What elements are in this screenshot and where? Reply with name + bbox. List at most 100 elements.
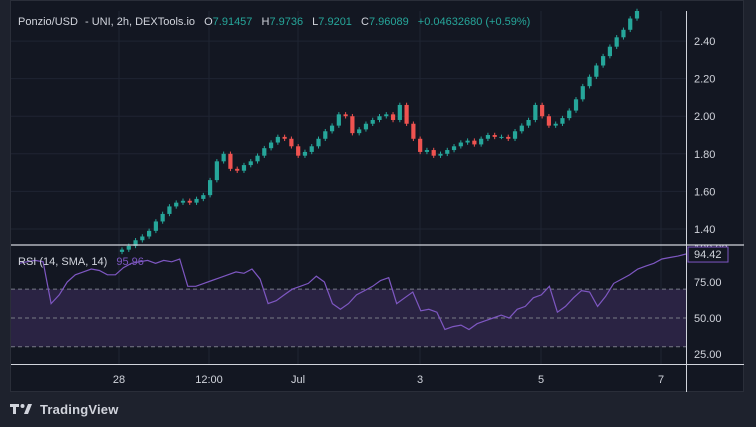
candle-body [323, 131, 328, 139]
candle-body [255, 155, 260, 162]
candle-body [390, 114, 396, 120]
candle [479, 136, 484, 147]
candle [601, 53, 606, 68]
candle-body [268, 142, 274, 149]
candle-body [201, 195, 206, 199]
candle-body [126, 245, 131, 250]
candle-body [540, 104, 545, 117]
candle [180, 198, 186, 205]
candle-body [363, 123, 369, 130]
candle [384, 112, 389, 119]
candle [268, 140, 274, 151]
high-value: 7.9736 [269, 16, 303, 28]
candle-body [180, 200, 186, 203]
candle-body [553, 123, 558, 126]
candle-body [140, 236, 145, 241]
candle-body [567, 110, 572, 119]
price-tick-label: 1.80 [694, 149, 715, 161]
price-tick-label: 1.40 [694, 224, 715, 236]
candle [472, 138, 477, 147]
candle-body [404, 104, 409, 124]
candle-body [262, 148, 267, 156]
candle-body [573, 99, 579, 111]
candle [194, 196, 199, 205]
candle [255, 153, 260, 164]
candle-body [485, 135, 491, 139]
candle [553, 121, 558, 128]
candle-body [526, 119, 531, 126]
rsi-band [11, 288, 686, 348]
candle [411, 121, 416, 142]
rsi-header-value: 95.96 [116, 256, 144, 268]
candle-body [533, 104, 538, 120]
candle-body [465, 140, 470, 143]
candle [235, 166, 240, 173]
rsi-tick-label: 50.00 [694, 313, 722, 325]
candle-body [384, 114, 389, 117]
candle-body [587, 76, 592, 87]
time-tick-label: 12:00 [195, 374, 223, 386]
candle-body [458, 142, 463, 147]
candle [533, 102, 538, 123]
price-tick-label: 1.60 [694, 186, 715, 198]
candle [594, 63, 599, 80]
candle [147, 228, 152, 239]
time-tick-label: 28 [113, 374, 125, 386]
candle-body [296, 146, 301, 156]
candle-body [594, 65, 599, 77]
tradingview-logo-icon [10, 404, 32, 414]
candle-body [546, 116, 552, 126]
close-value: 7.96089 [369, 16, 409, 28]
candle [228, 151, 233, 172]
candle-body [499, 136, 504, 138]
candle [546, 113, 552, 128]
candle [329, 123, 335, 134]
candle-body [248, 161, 253, 166]
candle-body [174, 202, 179, 207]
candle [323, 129, 328, 142]
candle [458, 140, 463, 149]
candle [377, 113, 382, 123]
candle [567, 108, 572, 121]
open-label: O [204, 16, 213, 28]
candle [519, 123, 524, 134]
candle [526, 117, 531, 128]
chart-header: Ponzio/USD - UNI, 2h, DEXTools.io O7.914… [18, 16, 530, 28]
candle-body [621, 29, 626, 38]
candle [343, 112, 348, 119]
candle [621, 27, 626, 40]
rsi-tick-label: 25.00 [694, 349, 722, 361]
rsi-indicator [18, 253, 687, 331]
candle [540, 102, 545, 119]
candle-body [228, 153, 233, 169]
rsi-tick-label: 75.00 [694, 277, 722, 289]
candle-body [343, 114, 348, 117]
candle-body [167, 206, 172, 214]
candle [350, 113, 355, 136]
pair-name: Ponzio/USD [18, 16, 78, 28]
candle [207, 177, 213, 198]
data-source: - UNI, 2h, DEXTools.io [85, 16, 195, 28]
candle-body [397, 104, 402, 120]
candle-body [492, 135, 497, 137]
candle-body [628, 18, 633, 30]
time-tick-label: Jul [291, 374, 305, 386]
candle [418, 136, 423, 155]
candle [506, 134, 511, 142]
candle-body [214, 161, 219, 181]
candle-body [560, 118, 565, 124]
candle [485, 132, 491, 142]
brand-name: TradingView [40, 401, 119, 417]
candle [390, 112, 396, 123]
candle [309, 144, 314, 155]
candle-body [309, 146, 314, 152]
candle-body [187, 200, 192, 203]
candle [167, 204, 172, 217]
candle [628, 16, 633, 33]
change-value: +0.04632680 (+0.59%) [418, 16, 531, 28]
candle-body [377, 116, 382, 120]
candle [336, 112, 341, 128]
candle-body [336, 114, 341, 126]
candle [262, 145, 267, 158]
